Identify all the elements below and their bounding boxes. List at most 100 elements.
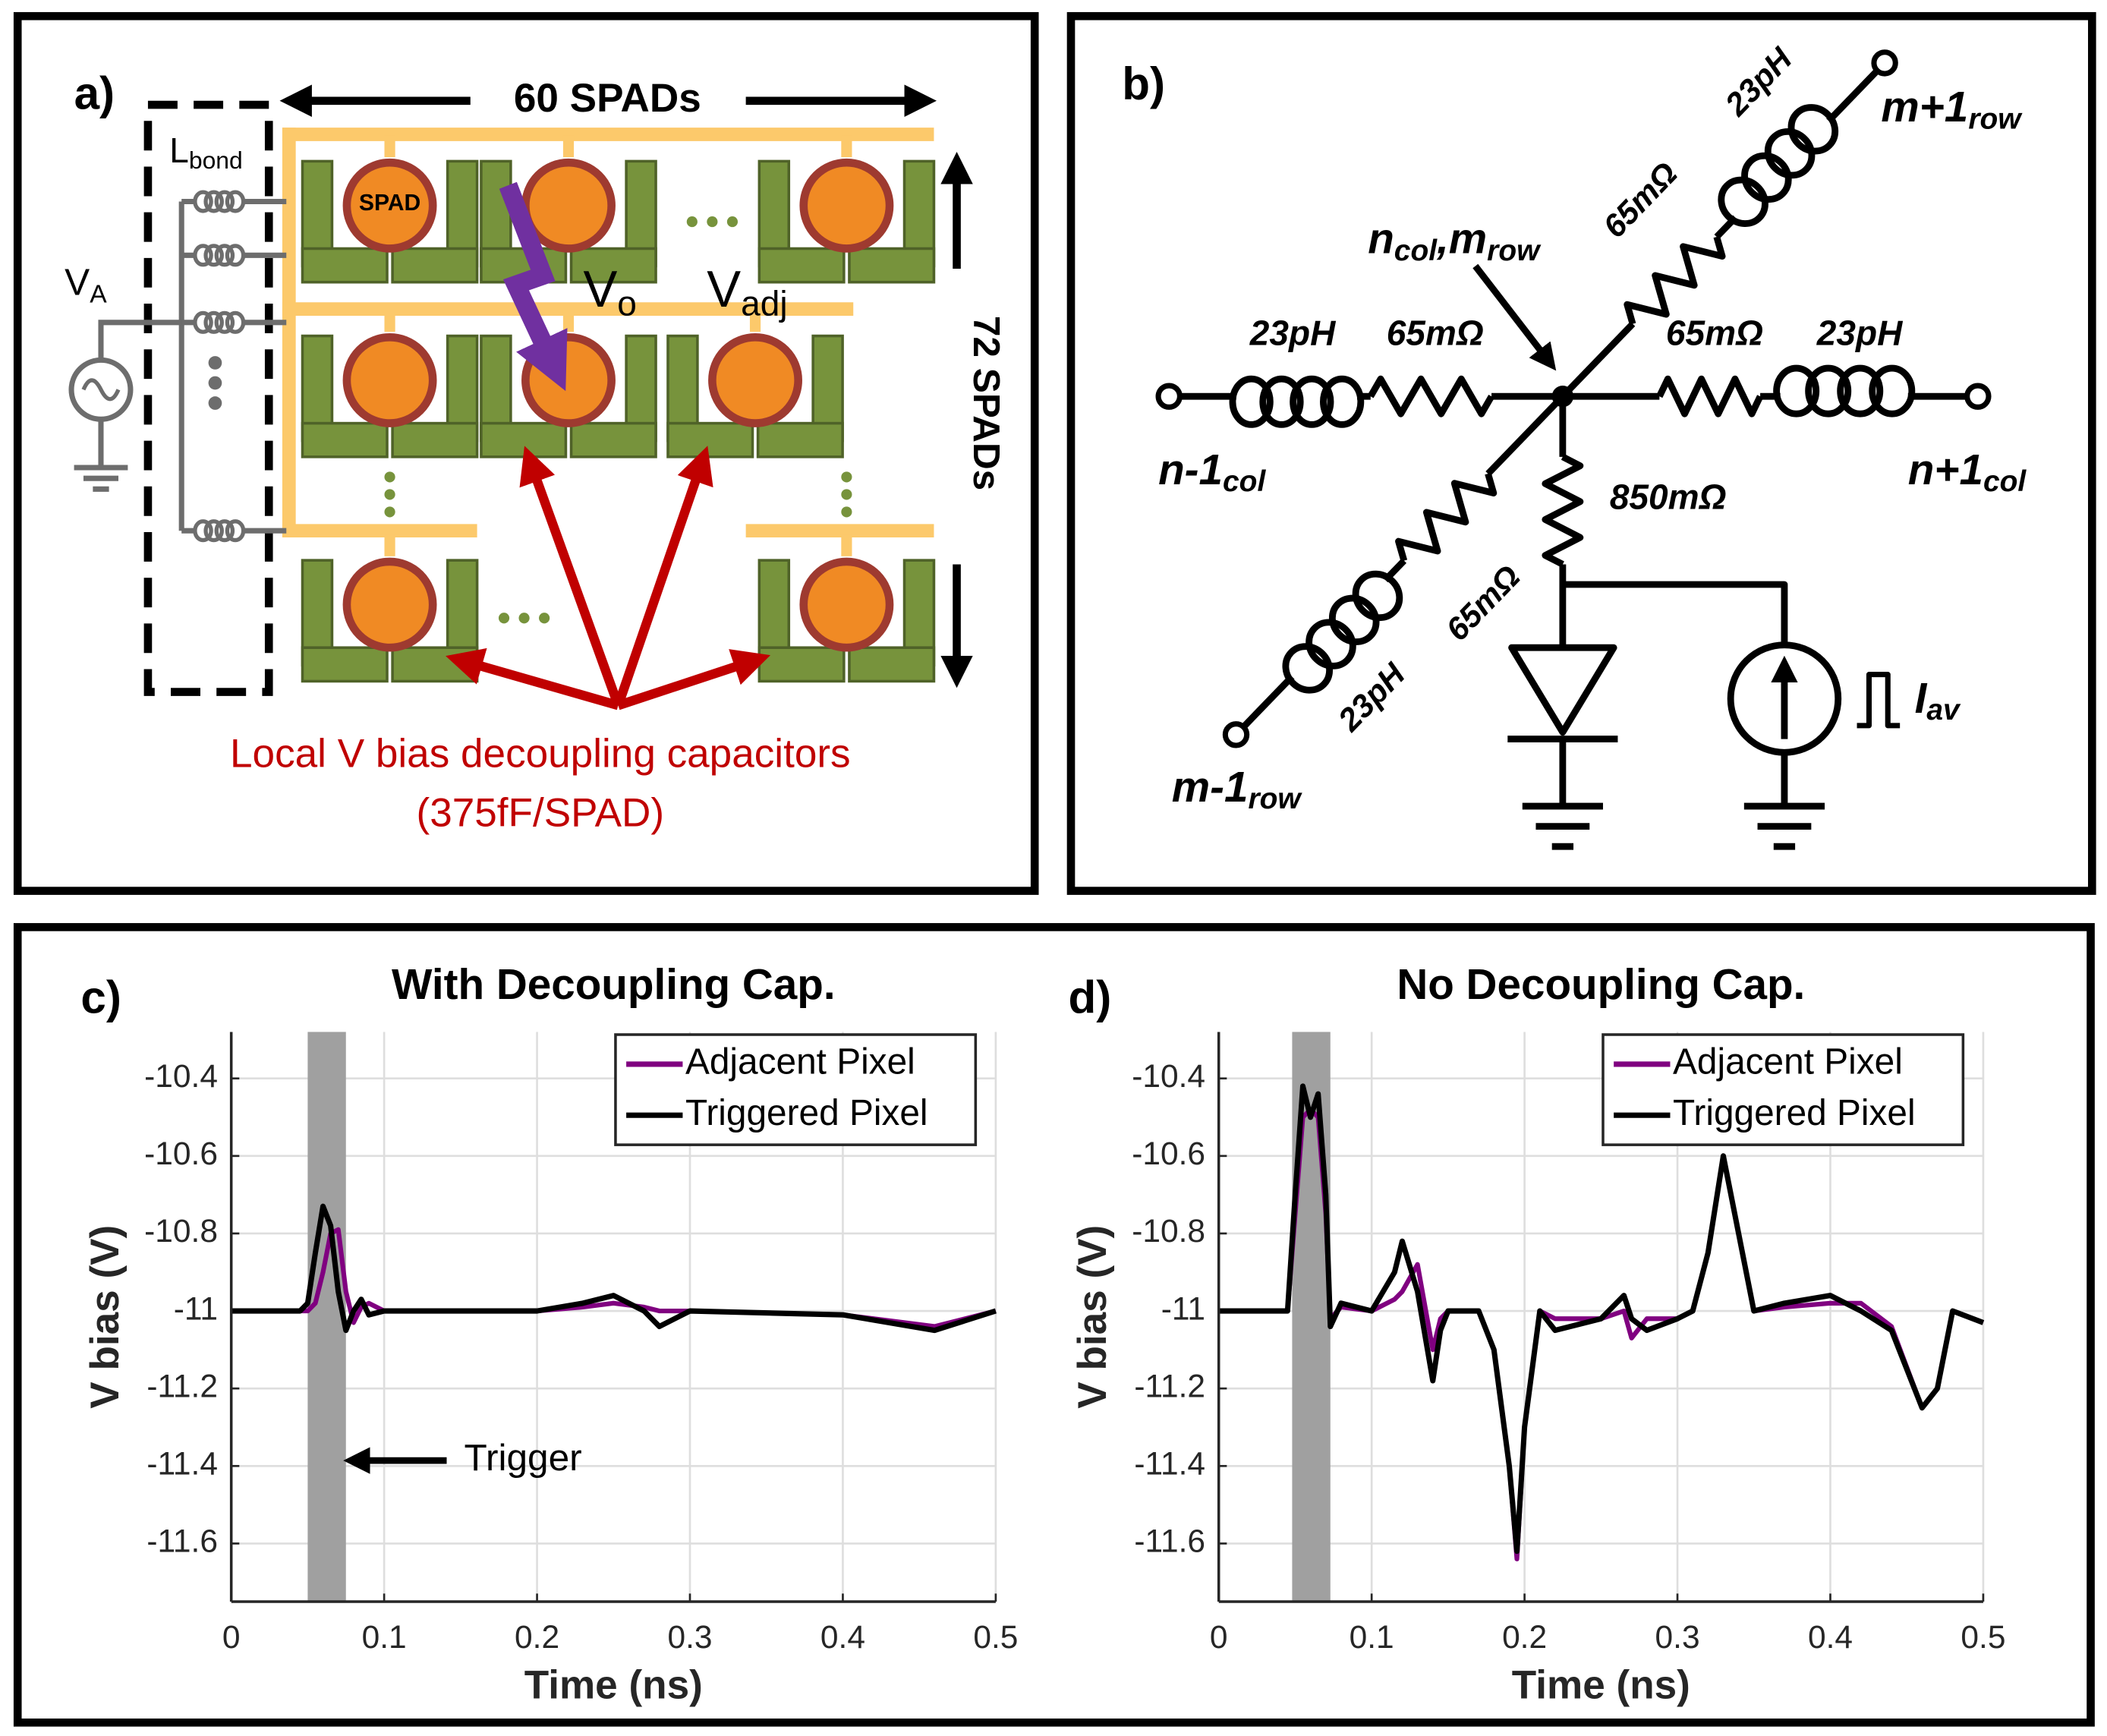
subscript: A <box>90 280 107 308</box>
diode <box>1508 644 1617 736</box>
pulse <box>1857 672 1901 729</box>
dot <box>841 489 852 500</box>
decoupling-capacitor <box>391 421 479 458</box>
inductance-label: 23pH <box>1249 313 1337 353</box>
name: n+1 <box>1908 446 1983 494</box>
y-axis-label: V bias (V) <box>1070 1225 1115 1409</box>
y-tick-label: -11.6 <box>1134 1524 1205 1560</box>
name: n-1 <box>1158 446 1223 494</box>
y-tick-label: -10.8 <box>144 1214 218 1249</box>
inductor <box>1320 375 1365 428</box>
legend-label: Adjacent Pixel <box>1673 1042 1903 1082</box>
inductor <box>1282 643 1334 694</box>
arrow <box>519 446 623 707</box>
decoupling-capacitor <box>756 421 844 458</box>
arrow <box>1472 263 1557 371</box>
inductor <box>1328 594 1380 645</box>
series-line <box>1218 1083 1985 1555</box>
bond-inductor <box>203 519 224 543</box>
arrow <box>613 446 713 707</box>
y-tick-label: -10.4 <box>1132 1059 1205 1095</box>
spad <box>521 158 616 253</box>
y-tick-label: -11 <box>1161 1291 1205 1327</box>
source-label: Iav <box>1915 675 1961 726</box>
legend-label: Adjacent Pixel <box>685 1042 915 1082</box>
terminal-label: m-1row <box>1172 764 1303 815</box>
subscript: row <box>1248 783 1302 815</box>
stub <box>384 310 395 332</box>
wire <box>1562 581 1788 645</box>
subscript: col <box>1983 466 2027 499</box>
panel-label: c) <box>80 972 121 1023</box>
resistor <box>1542 453 1584 568</box>
x-tick-label: 0.4 <box>1808 1620 1853 1656</box>
source-label: VA <box>65 260 107 308</box>
x-tick-label: 0.2 <box>515 1620 559 1656</box>
dot <box>707 216 718 228</box>
dot <box>208 396 222 410</box>
x-tick-label: 0 <box>222 1620 241 1656</box>
stub <box>749 310 761 332</box>
dot <box>686 216 698 228</box>
terminal <box>1155 383 1183 410</box>
symbol: V <box>707 261 741 318</box>
panel-label: b) <box>1122 58 1165 109</box>
panel-frame <box>13 11 1039 895</box>
stub <box>384 135 395 158</box>
subscript: o <box>617 284 637 323</box>
subscript: row <box>1487 235 1542 267</box>
bond-inductor <box>193 519 213 543</box>
decoupling-capacitor <box>480 421 568 458</box>
diagram-shapes <box>68 49 1992 850</box>
inductor <box>1352 570 1403 622</box>
caption: Local V bias decoupling capacitors <box>230 732 851 777</box>
stub <box>562 135 575 158</box>
legend-label: Triggered Pixel <box>1673 1093 1916 1133</box>
name: m-1 <box>1172 764 1249 811</box>
stub <box>384 534 395 556</box>
branch <box>1560 49 1898 399</box>
panel-label: d) <box>1068 972 1111 1023</box>
dot <box>384 489 395 500</box>
branch <box>1155 375 1563 428</box>
inductor <box>1764 128 1816 179</box>
width-label: 60 SPADs <box>514 76 701 121</box>
dot <box>384 506 395 518</box>
y-tick-label: -10.6 <box>144 1136 218 1172</box>
y-tick-label: -10.6 <box>1132 1136 1205 1172</box>
terminal <box>1222 721 1250 748</box>
shunt <box>1542 396 1584 568</box>
x-tick-label: 0.4 <box>820 1620 865 1656</box>
resistance-label: 65mΩ <box>1666 313 1763 353</box>
wire <box>1485 394 1566 477</box>
bond-inductor <box>214 519 235 543</box>
subscript: av <box>1926 694 1961 726</box>
x-tick-label: 0.1 <box>362 1620 407 1656</box>
wire <box>1826 68 1880 124</box>
decoupling-capacitor <box>569 421 657 458</box>
dot <box>539 613 550 624</box>
stub <box>841 534 852 556</box>
wire <box>1560 321 1636 399</box>
sine <box>81 378 121 402</box>
inductor <box>1741 152 1792 203</box>
series-line <box>231 1227 997 1329</box>
inductor <box>1869 364 1916 417</box>
spad <box>342 158 437 253</box>
bond-inductor <box>193 244 213 267</box>
inductor <box>1718 176 1768 227</box>
resistor <box>1367 375 1494 417</box>
dot <box>726 216 739 228</box>
panel-frame <box>13 923 2095 1727</box>
bond-inductor <box>214 310 235 334</box>
subscript: row <box>1968 103 2023 136</box>
y-tick-label: -11 <box>174 1291 218 1327</box>
node-label: ncol,mrow <box>1368 216 1542 267</box>
decoupling-capacitor <box>301 646 389 683</box>
annotation: Trigger <box>465 1436 582 1479</box>
x-tick-label: 0.3 <box>667 1620 712 1656</box>
x-axis-label: Time (ns) <box>1512 1662 1690 1707</box>
bond-inductor <box>193 190 213 213</box>
x-tick-label: 0.1 <box>1350 1620 1394 1656</box>
inductor <box>1773 364 1820 417</box>
